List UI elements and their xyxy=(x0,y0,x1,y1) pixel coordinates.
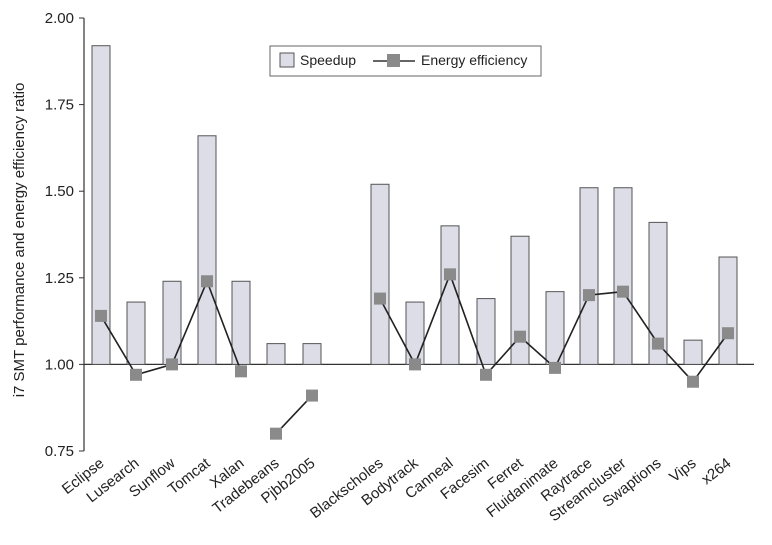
bar-speedup xyxy=(579,187,599,365)
point-energy-efficiency xyxy=(374,292,386,305)
point-energy-efficiency xyxy=(166,358,178,371)
bar-speedup xyxy=(197,135,217,365)
point-energy-efficiency xyxy=(95,309,107,322)
energy-efficiency-points xyxy=(95,268,734,440)
legend-marker-energy xyxy=(387,54,400,67)
point-energy-efficiency xyxy=(652,337,664,350)
point-energy-efficiency xyxy=(409,358,421,371)
legend-label-speedup: Speedup xyxy=(300,52,356,68)
bar-speedup xyxy=(510,235,530,365)
point-energy-efficiency xyxy=(687,375,699,388)
energy-line-segment xyxy=(275,395,313,435)
point-energy-efficiency xyxy=(270,427,282,440)
legend-label-energy: Energy efficiency xyxy=(421,52,527,68)
bar-speedup xyxy=(370,183,390,365)
y-tick-label: 1.25 xyxy=(45,270,74,287)
legend: Speedup Energy efficiency xyxy=(269,45,542,77)
bar-speedup xyxy=(476,298,496,365)
bar-speedup xyxy=(440,225,460,365)
point-energy-efficiency xyxy=(235,365,247,378)
point-energy-efficiency xyxy=(549,361,561,374)
legend-swatch-speedup xyxy=(279,52,295,68)
point-energy-efficiency xyxy=(583,289,595,302)
y-axis-label: i7 SMT performance and energy efficiency… xyxy=(11,83,28,398)
bar-speedup xyxy=(405,301,425,365)
y-tick-label: 0.75 xyxy=(45,443,74,460)
bar-speedup xyxy=(91,45,111,365)
point-energy-efficiency xyxy=(722,327,734,340)
x-tick-label: Vips xyxy=(666,455,699,486)
x-tick-label: x264 xyxy=(698,455,734,488)
point-energy-efficiency xyxy=(480,368,492,381)
y-tick-label: 1.00 xyxy=(45,356,74,373)
y-tick-label: 1.50 xyxy=(45,183,74,200)
point-energy-efficiency xyxy=(514,330,526,343)
bar-speedup xyxy=(302,343,322,365)
point-energy-efficiency xyxy=(306,389,318,402)
y-tick-label: 1.75 xyxy=(45,97,74,114)
point-energy-efficiency xyxy=(201,275,213,288)
bar-speedup xyxy=(648,221,668,365)
bar-speedup xyxy=(613,187,633,365)
bar-speedup xyxy=(231,280,251,365)
y-tick-label: 2.00 xyxy=(45,10,74,27)
point-energy-efficiency xyxy=(617,285,629,298)
bar-speedup xyxy=(266,343,286,365)
point-energy-efficiency xyxy=(130,368,142,381)
bar-speedup xyxy=(162,280,182,365)
bar-speedup xyxy=(126,301,146,365)
bar-speedup xyxy=(718,256,738,365)
point-energy-efficiency xyxy=(444,268,456,281)
bar-speedup xyxy=(683,339,703,365)
